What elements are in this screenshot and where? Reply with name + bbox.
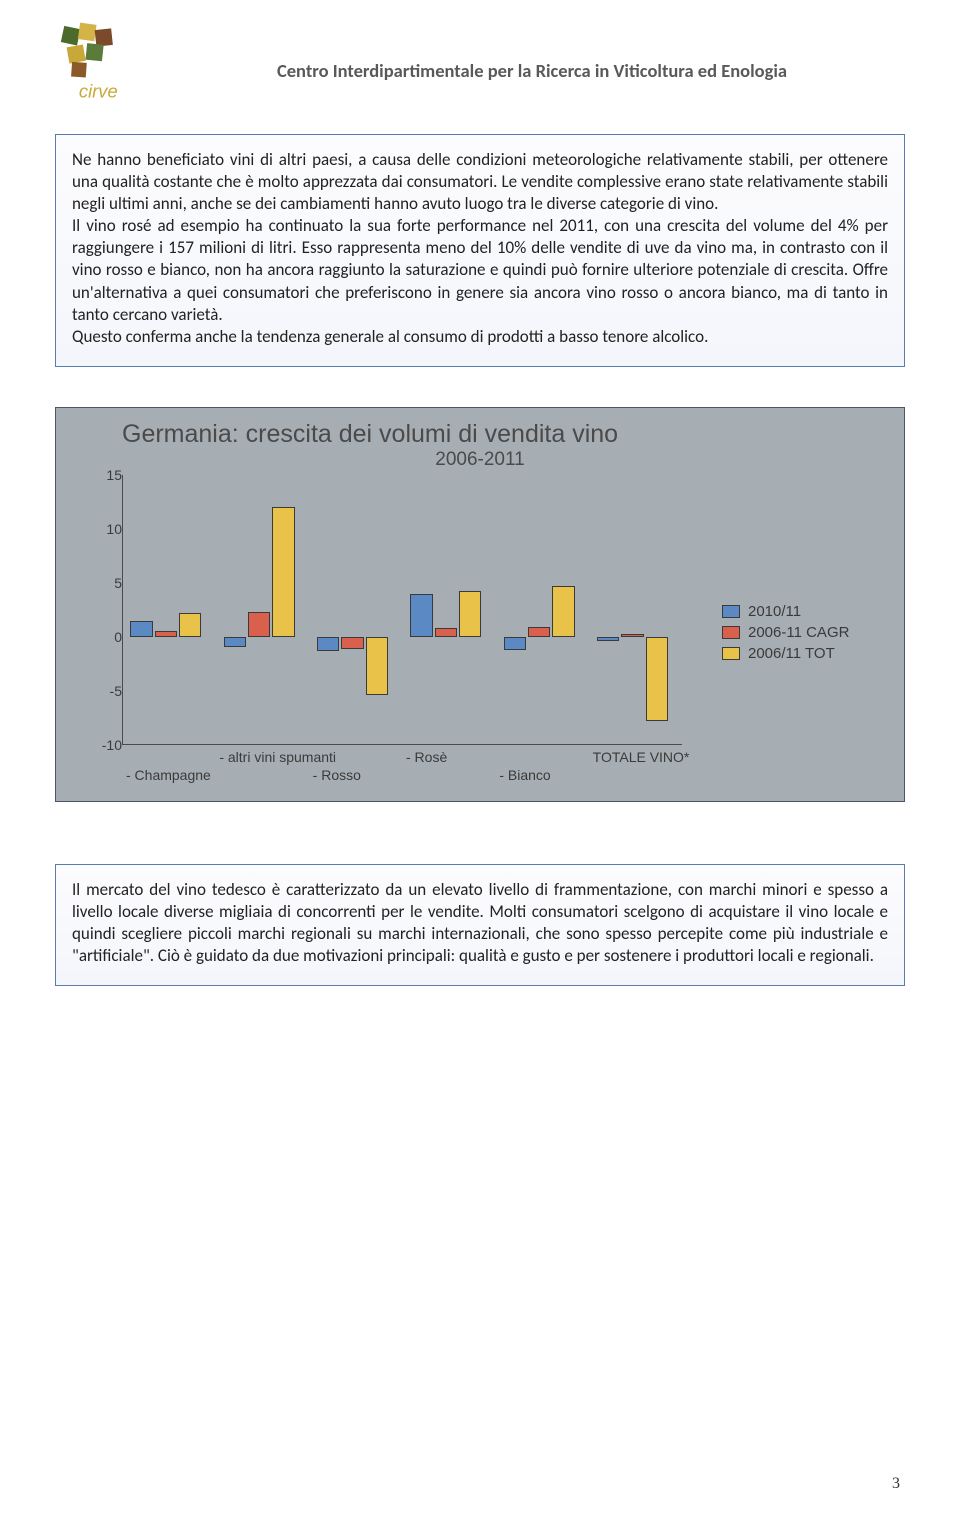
y-tick-label: -5 [110, 683, 122, 699]
page: cirve Centro Interdipartimentale per la … [0, 0, 960, 1519]
growth-chart: Germania: crescita dei volumi di vendita… [55, 407, 905, 802]
legend-label: 2010/11 [748, 603, 801, 620]
chart-bar [597, 637, 619, 641]
cirve-logo: cirve [55, 20, 147, 112]
category-label: - Champagne [126, 767, 211, 783]
category-label: - Rosso [313, 767, 361, 783]
chart-bar [130, 621, 152, 637]
category-label: - altri vini spumanti [219, 749, 336, 765]
chart-legend: 2010/11 2006-11 CAGR 2006/11 TOT [704, 475, 894, 791]
y-tick-label: 5 [114, 575, 122, 591]
chart-bar [224, 637, 246, 647]
paragraph-box-2: Il mercato del vino tedesco è caratteriz… [55, 864, 905, 986]
chart-bar [155, 631, 177, 636]
plot-column: - Champagne - altri vini spumanti - Rosso -… [122, 475, 704, 791]
paragraph-box-1: Ne hanno beneficiato vini di altri paesi… [55, 134, 905, 367]
y-tick-label: 10 [106, 521, 122, 537]
legend-swatch [722, 605, 740, 618]
legend-swatch [722, 647, 740, 660]
legend-item: 2006/11 TOT [722, 645, 894, 662]
chart-body: % crescita del volume totale -10-5051015… [66, 475, 894, 791]
paragraph-2-text: Il mercato del vino tedesco è caratteriz… [72, 879, 888, 967]
chart-title: Germania: crescita dei volumi di vendita… [122, 420, 894, 449]
y-tick-label: 0 [114, 629, 122, 645]
chart-bar [621, 634, 643, 637]
page-number: 3 [892, 1475, 900, 1493]
paragraph-1-text: Ne hanno beneficiato vini di altri paesi… [72, 149, 888, 348]
legend-label: 2006/11 TOT [748, 645, 835, 662]
chart-bar [341, 637, 363, 649]
chart-bar [504, 637, 526, 650]
category-labels: - Champagne - altri vini spumanti - Rosso -… [122, 749, 682, 791]
page-header: cirve Centro Interdipartimentale per la … [55, 20, 905, 112]
chart-bar [317, 637, 339, 651]
category-label: - Bianco [499, 767, 550, 783]
chart-bar [179, 613, 201, 637]
chart-bar [552, 586, 574, 637]
legend-item: 2006-11 CAGR [722, 624, 894, 641]
chart-bar [410, 594, 432, 637]
chart-bar [435, 628, 457, 637]
chart-bar [248, 612, 270, 637]
chart-bar [528, 627, 550, 637]
header-title: Centro Interdipartimentale per la Ricerc… [159, 51, 905, 82]
y-tick-label: -10 [102, 737, 122, 753]
y-axis-label-column: % crescita del volume totale [66, 475, 90, 791]
legend-item: 2010/11 [722, 603, 894, 620]
category-label: - Rosè [406, 749, 447, 765]
legend-label: 2006-11 CAGR [748, 624, 849, 641]
y-axis-ticks: -10-5051015 [90, 475, 122, 745]
y-tick-label: 15 [106, 467, 122, 483]
chart-bar [366, 637, 388, 695]
chart-bar [272, 507, 294, 637]
plot-area [122, 475, 682, 745]
category-label: TOTALE VINO* [593, 749, 690, 765]
svg-text:cirve: cirve [79, 80, 118, 101]
legend-swatch [722, 626, 740, 639]
chart-subtitle: 2006-2011 [66, 449, 894, 471]
chart-bar [646, 637, 668, 721]
chart-bar [459, 591, 481, 636]
